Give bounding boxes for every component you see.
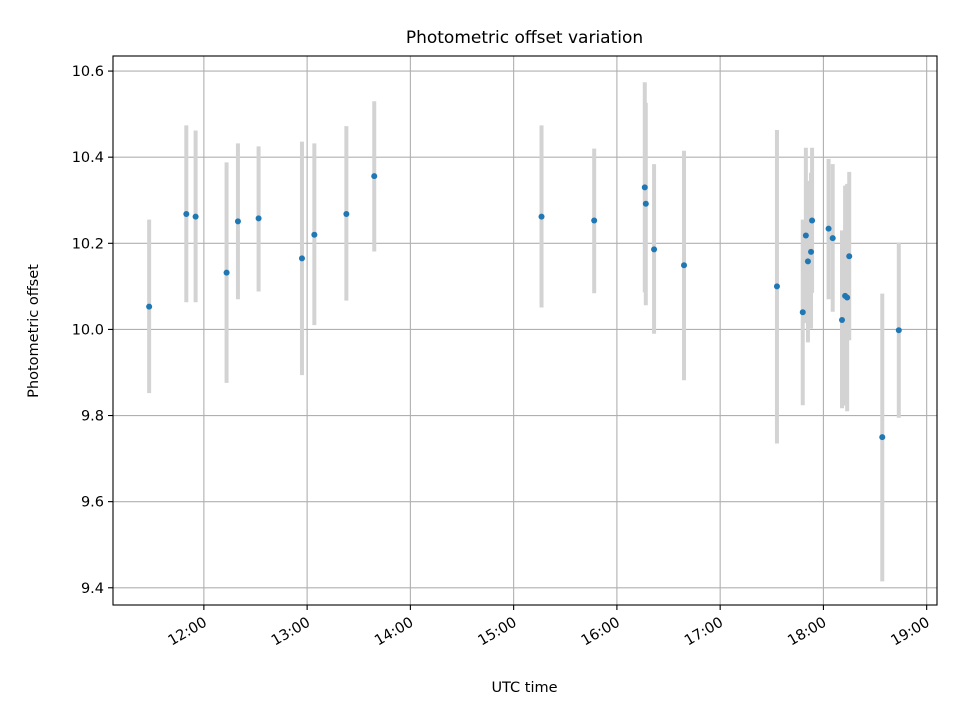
x-tick-label: 13:00	[269, 615, 313, 650]
data-point	[804, 258, 811, 265]
data-point	[809, 217, 816, 224]
data-point	[829, 235, 836, 242]
data-point	[146, 303, 153, 310]
y-tick-label: 10.6	[72, 64, 104, 80]
data-point	[839, 316, 846, 323]
data-point	[298, 255, 305, 262]
data-point	[183, 211, 190, 218]
y-tick-label: 10.4	[72, 150, 104, 166]
data-point	[255, 215, 262, 222]
x-axis-ticks: 12:00 13:00 14:00 15:00 16:00 17:00 18:00 19:00	[166, 605, 933, 649]
data-point	[651, 246, 658, 253]
data-point	[591, 217, 598, 224]
data-point	[234, 218, 241, 225]
plot-frame	[112, 55, 938, 606]
data-point	[799, 309, 806, 316]
x-tick-label: 17:00	[682, 615, 726, 650]
x-tick-label: 12:00	[166, 615, 210, 650]
data-point	[681, 262, 688, 269]
y-tick-label: 9.8	[81, 409, 104, 425]
chart-title: Photometric offset variation	[406, 28, 643, 48]
x-tick-label: 15:00	[475, 615, 519, 650]
data-point	[825, 225, 832, 232]
data-point	[343, 211, 350, 218]
data-point	[802, 232, 809, 239]
data-point	[192, 213, 199, 220]
data-point	[844, 294, 851, 301]
x-tick-label: 19:00	[888, 615, 932, 650]
y-axis-ticks: 9.4 9.6 9.8 10.0 10.2 10.4 10.6	[72, 64, 113, 597]
data-point	[895, 327, 902, 334]
grid-lines	[113, 56, 937, 605]
data-point	[642, 200, 649, 207]
data-point	[846, 253, 853, 260]
data-point	[223, 269, 230, 276]
y-tick-label: 9.4	[81, 581, 104, 597]
x-tick-label: 16:00	[579, 615, 623, 650]
x-tick-label: 14:00	[372, 615, 416, 650]
data-point	[538, 213, 545, 220]
x-axis-label: UTC time	[491, 680, 557, 696]
y-tick-label: 9.6	[81, 495, 104, 511]
data-point	[311, 231, 318, 238]
data-point	[641, 184, 648, 191]
data-point	[879, 434, 886, 441]
data-point	[808, 248, 815, 255]
y-tick-label: 10.2	[72, 236, 104, 252]
y-tick-label: 10.0	[72, 322, 104, 338]
y-axis-label: Photometric offset	[26, 264, 42, 398]
data-point	[773, 283, 780, 290]
x-tick-label: 18:00	[785, 615, 829, 650]
data-points	[146, 173, 902, 441]
data-point	[371, 173, 378, 180]
